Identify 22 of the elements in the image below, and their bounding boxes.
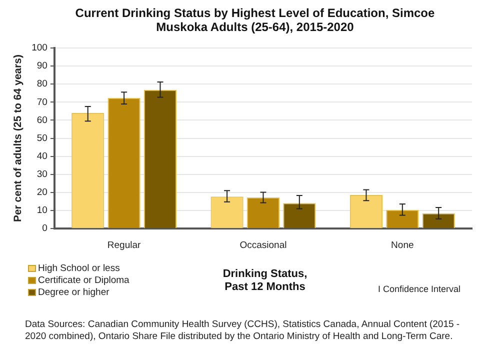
y-tick-label: 10	[36, 205, 48, 216]
x-axis-title: Drinking Status, Past 12 Months	[222, 268, 308, 294]
y-tick-label: 40	[36, 150, 48, 162]
x-tick-label: Occasional	[240, 240, 287, 251]
text: I Confidence Interval	[378, 284, 461, 294]
legend-label: Degree or higher	[37, 287, 110, 299]
x-tick-label: None	[391, 240, 414, 251]
x-tick-label: Regular	[107, 240, 141, 251]
text: Data Sources: Canadian Community Health Survey (CCHS), Statistics Canada, Annual Content (2015 - 2020 combined), Ontario Share File distributed by the Ontario Ministry of Health and Long-Term Care.	[25, 319, 461, 343]
legend-label: Certificate or Diploma	[37, 275, 130, 287]
y-tick-label: 90	[36, 60, 48, 72]
y-tick-label: 70	[36, 96, 48, 108]
y-tick-label: 80	[36, 78, 48, 90]
y-tick-label: 20	[36, 187, 48, 198]
y-tick-label: 60	[36, 114, 48, 126]
y-tick-label: 0	[42, 223, 48, 234]
y-axis-title: Per cent of adults (25 to 64 years)	[12, 54, 24, 222]
y-tick-label: 50	[36, 132, 48, 144]
y-tick-label: 100	[32, 42, 48, 54]
chart-title: Current Drinking Status by Highest Level of Education, Simcoe Muskoka Adults (25-64), 2015-2020	[74, 6, 436, 34]
y-tick-label: 30	[36, 169, 48, 180]
legend-label: High School or less	[37, 263, 121, 275]
